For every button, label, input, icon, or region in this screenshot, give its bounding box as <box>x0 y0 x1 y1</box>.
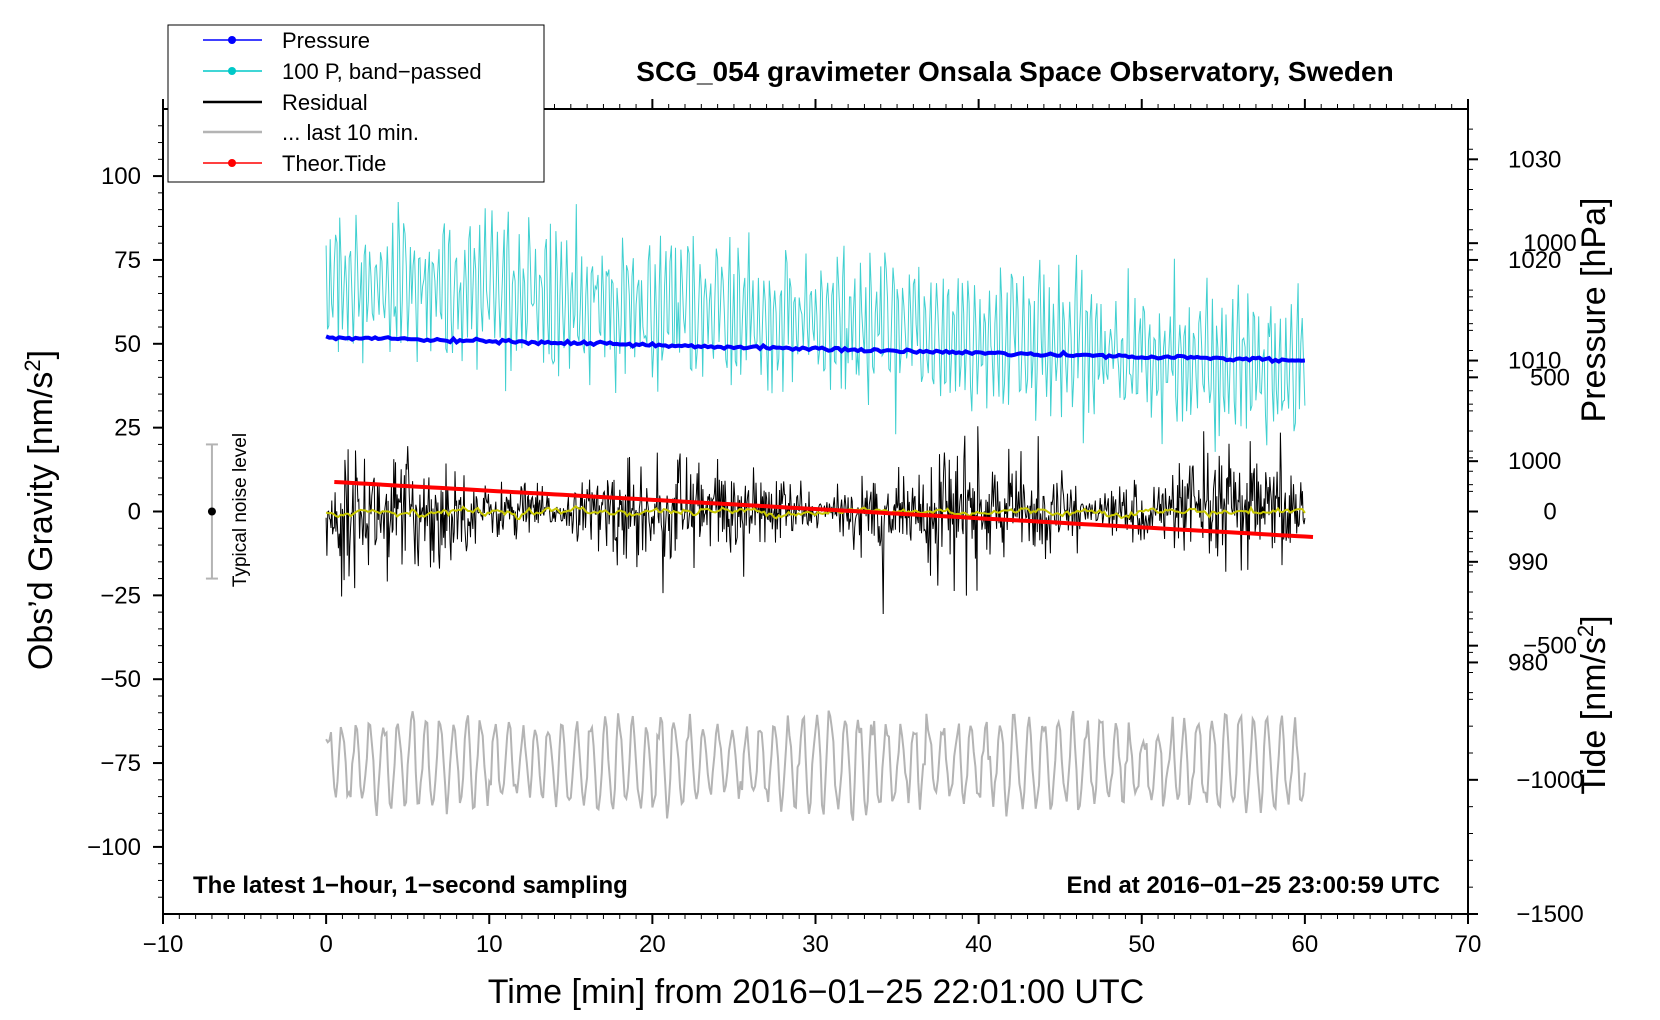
x-tick-label: 10 <box>476 931 503 958</box>
y-axis-title-tide-text: Tide [nm/s <box>1575 637 1613 794</box>
y-tick-label: −100 <box>87 834 141 861</box>
annotation-left: The latest 1−hour, 1−second sampling <box>193 872 628 899</box>
tide-tick-label: −500 <box>1523 633 1577 660</box>
x-tick-label: 50 <box>1128 931 1155 958</box>
y-tick-label: 100 <box>101 163 141 190</box>
series-last-10-min <box>325 710 1306 821</box>
y-tick-label: −25 <box>100 582 141 609</box>
y-axis-title-main-text: Obs’d Gravity [nm/s <box>22 372 60 671</box>
annotation-right: End at 2016−01−25 23:00:59 UTC <box>1066 872 1440 899</box>
tide-tick-label: −1000 <box>1516 767 1583 794</box>
x-tick-label: −10 <box>143 931 184 958</box>
pressure-tick-label: 1020 <box>1508 247 1561 274</box>
x-axis-title: Time [min] from 2016−01−25 22:01:00 UTC <box>488 973 1144 1011</box>
y-tick-label: −50 <box>100 666 141 693</box>
pressure-tick-label: 990 <box>1508 549 1548 576</box>
tick-layer: −10 0 10 20 30 40 50 60 701007550250−25−50−75−10… <box>87 99 1584 958</box>
x-tick-label: 40 <box>965 931 992 958</box>
legend-swatch-marker <box>228 36 236 44</box>
y-axis-title-main: Obs’d Gravity [nm/s2] <box>20 350 60 670</box>
series-pressure <box>325 334 1306 365</box>
x-tick-label: 20 <box>639 931 666 958</box>
legend-label: Theor.Tide <box>282 151 386 176</box>
noise-bar-dot <box>207 507 216 516</box>
legend-box <box>167 24 545 183</box>
y-axis-title-main-close: ] <box>22 350 60 359</box>
x-tick-label: 30 <box>802 931 829 958</box>
series-theor-tide <box>334 480 1314 539</box>
pressure-tick-label: 1010 <box>1508 348 1561 375</box>
chart-title: SCG_054 gravimeter Onsala Space Observat… <box>636 56 1393 87</box>
x-tick-label: 0 <box>319 931 332 958</box>
y-axis-title-tide-sup: 2 <box>1573 625 1598 637</box>
pressure-tick-label: 1030 <box>1508 146 1561 173</box>
legend-swatch-marker <box>228 159 236 167</box>
tide-tick-label: 0 <box>1543 499 1556 526</box>
x-tick-label: 70 <box>1455 931 1482 958</box>
y-axis-title-tide: Tide [nm/s2] <box>1573 615 1613 794</box>
noise-level-indicator: Typical noise level <box>205 433 251 587</box>
pressure-tick-label: 980 <box>1508 649 1548 676</box>
y-tick-label: 25 <box>114 415 141 442</box>
legend-label: 100 P, band−passed <box>282 59 482 84</box>
series-residual-smoothed <box>325 505 1306 521</box>
legend-swatch-marker <box>228 67 236 75</box>
y-axis-title-main-sup: 2 <box>20 359 45 371</box>
noise-level-label: Typical noise level <box>230 433 251 587</box>
y-axis-title-pressure: Pressure [hPa] <box>1575 198 1613 423</box>
y-tick-label: −75 <box>100 750 141 777</box>
pressure-tick-label: 1000 <box>1508 448 1561 475</box>
tide-tick-label: 500 <box>1530 364 1570 391</box>
series-layer <box>325 201 1314 821</box>
y-axis-title-tide-close: ] <box>1575 615 1613 624</box>
tide-tick-label: 1000 <box>1523 230 1576 257</box>
y-tick-label: 75 <box>114 247 141 274</box>
series-band-passed-pressure <box>325 201 1306 452</box>
y-tick-label: 0 <box>128 499 141 526</box>
y-tick-label: 50 <box>114 331 141 358</box>
x-tick-label: 60 <box>1292 931 1319 958</box>
legend-label: Residual <box>282 90 368 115</box>
tide-tick-label: −1500 <box>1516 901 1583 928</box>
legend: Pressure 100 P, band−passed Residual ... la… <box>167 24 545 183</box>
legend-label: ... last 10 min. <box>282 120 419 145</box>
legend-label: Pressure <box>282 28 370 53</box>
